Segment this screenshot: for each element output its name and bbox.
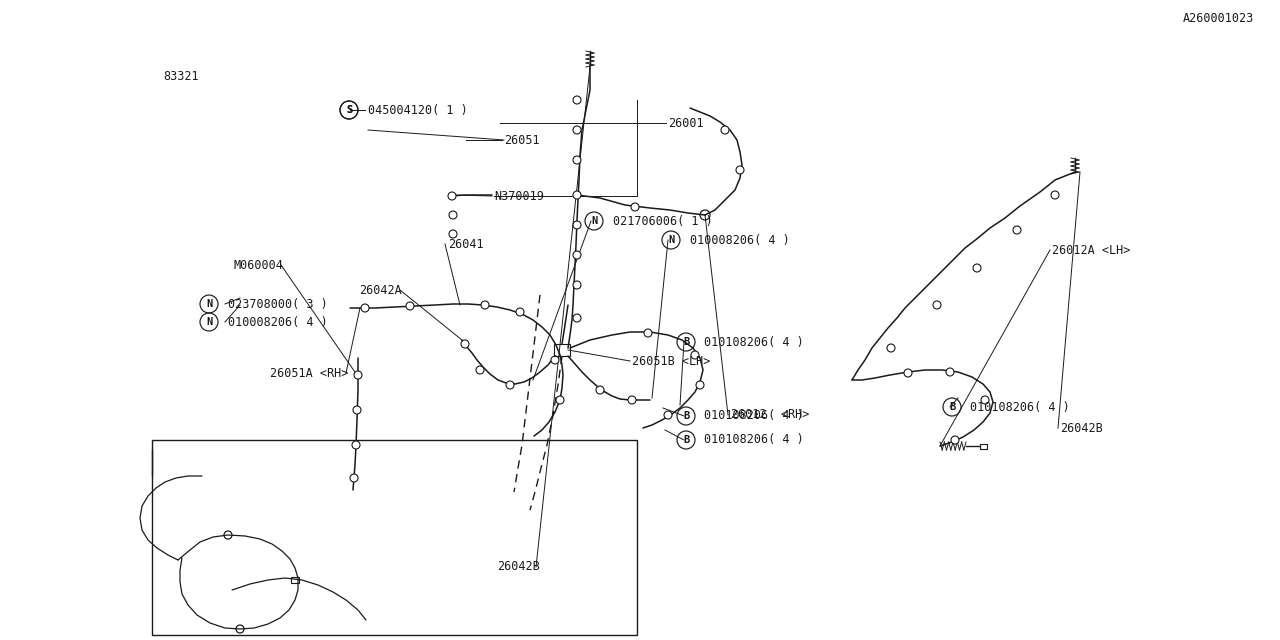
Circle shape [980,396,989,404]
Text: 26001: 26001 [668,116,704,129]
Text: B: B [948,402,955,412]
Circle shape [946,368,954,376]
Text: N370019: N370019 [494,189,544,202]
Circle shape [736,166,744,174]
Circle shape [573,221,581,229]
Circle shape [951,436,959,444]
Text: S: S [346,105,352,115]
Circle shape [1012,226,1021,234]
Bar [979,444,987,449]
Text: B: B [682,435,689,445]
Circle shape [506,381,515,389]
Circle shape [406,302,413,310]
Circle shape [353,406,361,414]
Circle shape [691,351,699,359]
Circle shape [887,344,895,352]
Text: 26051A <RH>: 26051A <RH> [270,367,348,380]
Circle shape [481,301,489,309]
Circle shape [550,356,559,364]
Circle shape [573,126,581,134]
Text: N: N [668,235,675,245]
Circle shape [644,329,652,337]
Text: 023708000( 3 ): 023708000( 3 ) [228,298,328,310]
Circle shape [628,396,636,404]
Text: 010108206( 4 ): 010108206( 4 ) [970,401,1070,413]
Text: 26051B <LH>: 26051B <LH> [632,355,710,367]
Circle shape [721,126,730,134]
Text: 26051: 26051 [504,134,540,147]
Circle shape [448,192,456,200]
Text: 010108206( 4 ): 010108206( 4 ) [704,433,804,447]
Bar [152,440,637,635]
Text: 010108206( 4 ): 010108206( 4 ) [704,410,804,422]
Circle shape [349,474,358,482]
Text: A260001023: A260001023 [1183,12,1254,24]
Circle shape [461,340,468,348]
Circle shape [973,264,980,272]
Circle shape [1051,191,1059,199]
Text: 26041: 26041 [448,237,484,250]
Bar [554,344,570,356]
Text: 26012A <LH>: 26012A <LH> [1052,243,1130,257]
Text: B: B [682,411,689,421]
Circle shape [573,314,581,322]
Text: 045004120( 1 ): 045004120( 1 ) [369,104,467,116]
Circle shape [664,411,672,419]
Text: 010108206( 4 ): 010108206( 4 ) [704,335,804,349]
Circle shape [631,203,639,211]
Text: 83321: 83321 [163,70,198,83]
Text: N: N [206,299,212,309]
Text: 26042B: 26042B [497,561,540,573]
Circle shape [933,301,941,309]
Text: N: N [206,317,212,327]
Circle shape [904,369,913,377]
Circle shape [573,251,581,259]
Circle shape [361,304,369,312]
Text: 010008206( 4 ): 010008206( 4 ) [228,316,328,328]
Circle shape [573,96,581,104]
Text: 26042A: 26042A [360,284,402,296]
Circle shape [476,366,484,374]
Circle shape [573,191,581,199]
Text: 021706006( 1 ): 021706006( 1 ) [613,214,713,227]
Circle shape [516,308,524,316]
Circle shape [449,211,457,219]
Circle shape [355,371,362,379]
Text: M060004: M060004 [233,259,283,271]
Text: 010008206( 4 ): 010008206( 4 ) [690,234,790,246]
Text: 26042B: 26042B [1060,422,1103,435]
Bar [291,577,300,583]
Circle shape [596,386,604,394]
Text: B: B [682,337,689,347]
Text: N: N [591,216,598,226]
Circle shape [449,230,457,238]
Circle shape [573,156,581,164]
Circle shape [696,381,704,389]
Text: S: S [346,105,352,115]
Circle shape [352,441,360,449]
Circle shape [556,396,564,404]
Text: 26012  <RH>: 26012 <RH> [731,408,809,422]
Circle shape [573,281,581,289]
